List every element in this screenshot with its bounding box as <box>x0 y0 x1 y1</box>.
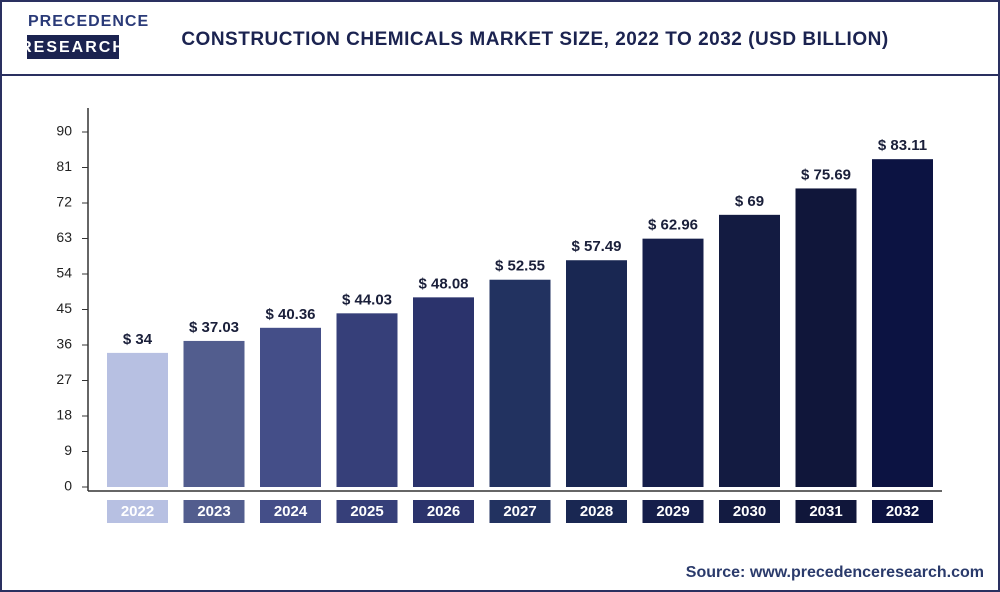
logo-box <box>27 35 119 59</box>
category-box <box>107 500 168 523</box>
x-tick-label: 2032 <box>886 503 919 520</box>
value-label: $ 44.03 <box>342 291 392 308</box>
x-tick-label: 2028 <box>580 503 613 520</box>
category-box <box>413 500 474 523</box>
y-tick-label: 27 <box>56 371 72 387</box>
y-tick-label: 63 <box>56 229 72 245</box>
bar <box>336 313 398 487</box>
x-tick-label: 2031 <box>809 503 842 520</box>
x-tick-label: 2027 <box>503 503 536 520</box>
value-label: $ 75.69 <box>801 166 851 183</box>
x-tick-label: 2030 <box>733 503 766 520</box>
bar <box>413 297 474 487</box>
bar <box>107 352 168 487</box>
bar <box>183 340 245 487</box>
value-label: $ 34 <box>123 331 153 348</box>
category-box <box>183 500 245 523</box>
category-box <box>260 500 321 523</box>
y-tick-label: 90 <box>56 123 72 139</box>
y-tick-label: 0 <box>64 478 72 494</box>
category-box <box>489 500 551 523</box>
category-box <box>719 500 780 523</box>
category-box <box>566 500 627 523</box>
x-tick-label: 2024 <box>274 503 308 520</box>
bar <box>260 327 321 487</box>
value-label: $ 48.08 <box>418 275 468 292</box>
source: Source: www.precedenceresearch.com <box>686 564 984 581</box>
x-tick-label: 2022 <box>121 503 154 520</box>
value-label: $ 69 <box>735 193 764 210</box>
bar <box>719 214 780 488</box>
y-tick-label: 54 <box>56 265 72 281</box>
value-label: $ 62.96 <box>648 217 698 234</box>
chart-title: CONSTRUCTION CHEMICALS MARKET SIZE, 2022… <box>181 29 888 50</box>
category-box <box>642 500 704 523</box>
value-label: $ 40.36 <box>265 306 315 323</box>
y-tick-label: 81 <box>56 158 72 174</box>
logo-top: PRECEDENCE <box>28 13 149 30</box>
bar <box>795 188 857 487</box>
category-box <box>872 500 933 523</box>
category-box <box>795 500 857 523</box>
x-tick-label: 2029 <box>656 503 689 520</box>
bar <box>566 260 627 487</box>
value-label: $ 57.49 <box>571 238 621 255</box>
x-tick-label: 2026 <box>427 503 460 520</box>
x-tick-label: 2023 <box>197 503 230 520</box>
bar <box>872 159 933 487</box>
y-tick-label: 45 <box>56 300 72 316</box>
logo-bottom: RESEARCH <box>20 39 126 56</box>
value-label: $ 83.11 <box>878 137 927 154</box>
value-label: $ 52.55 <box>495 258 545 275</box>
y-tick-label: 18 <box>56 407 72 423</box>
bar <box>642 238 704 487</box>
y-tick-label: 9 <box>64 442 72 458</box>
y-tick-label: 36 <box>56 336 72 352</box>
bar <box>489 279 551 487</box>
x-tick-label: 2025 <box>350 503 383 520</box>
y-tick-label: 72 <box>56 194 72 210</box>
category-box <box>336 500 398 523</box>
value-label: $ 37.03 <box>189 319 239 336</box>
